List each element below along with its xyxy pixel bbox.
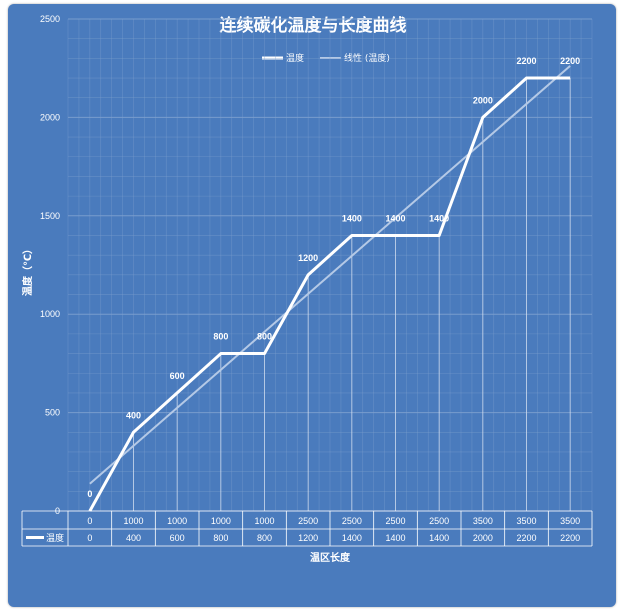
- x-tick-label: 2500: [298, 516, 318, 526]
- y-tick-label: 500: [45, 408, 60, 418]
- table-cell: 1400: [385, 533, 405, 543]
- chart-frame: 连续碳化温度与长度曲线 温度 线性 (温度) 0 500 1000 1500 2000 2…: [8, 4, 616, 607]
- grid: [67, 18, 593, 512]
- table-cell: 600: [170, 533, 185, 543]
- x-tick-label: 1000: [254, 516, 274, 526]
- data-label: 1400: [342, 213, 362, 223]
- series-layer: [88, 65, 571, 512]
- data-label: 2200: [560, 56, 580, 66]
- chart-title: 连续碳化温度与长度曲线: [220, 15, 407, 36]
- table-cell: 800: [213, 533, 228, 543]
- trendline: [89, 65, 571, 485]
- legend-label-trend: 线性 (温度): [344, 52, 390, 64]
- data-label: 600: [170, 371, 185, 381]
- data-label: 1200: [298, 253, 318, 263]
- x-tick-label: 1000: [211, 516, 231, 526]
- data-label: 400: [126, 410, 141, 420]
- data-label: 1400: [385, 213, 405, 223]
- data-label: 2000: [473, 95, 493, 105]
- y-tick-label: 2000: [40, 112, 60, 122]
- table-row-label: 温度: [46, 532, 64, 543]
- drop-lines: [133, 78, 571, 511]
- table-cell: 1400: [429, 533, 449, 543]
- x-tick-label: 2500: [385, 516, 405, 526]
- data-label: 1400: [429, 213, 449, 223]
- table-cell: 1400: [342, 533, 362, 543]
- table-cell: 2200: [516, 533, 536, 543]
- data-table: 0 1000 1000 1000 1000 2500 2500 2500 2500 3500 350…: [21, 510, 593, 547]
- table-cell: 400: [126, 533, 141, 543]
- x-tick-label: 2500: [429, 516, 449, 526]
- table-cell: 2000: [473, 533, 493, 543]
- data-label: 800: [213, 332, 228, 342]
- data-label: 0: [87, 489, 92, 499]
- y-axis-title: 温度（℃）: [21, 244, 34, 296]
- x-tick-label: 1000: [123, 516, 143, 526]
- x-tick-label: 1000: [167, 516, 187, 526]
- x-tick-label: 0: [87, 516, 92, 526]
- series-line-temperature: [88, 76, 571, 512]
- legend: 温度 线性 (温度): [262, 52, 390, 64]
- y-tick-label: 1000: [40, 309, 60, 319]
- y-tick-label: 1500: [40, 211, 60, 221]
- table-cell: 0: [87, 533, 92, 543]
- y-tick-label: 2500: [40, 14, 60, 24]
- table-cell: 2200: [560, 533, 580, 543]
- x-tick-label: 3500: [560, 516, 580, 526]
- chart-svg: 连续碳化温度与长度曲线 温度 线性 (温度) 0 500 1000 1500 2000 2…: [21, 14, 593, 564]
- x-tick-label: 3500: [473, 516, 493, 526]
- data-label: 2200: [516, 56, 536, 66]
- x-tick-label: 2500: [342, 516, 362, 526]
- x-axis-title: 温区长度: [310, 551, 351, 564]
- data-label: 800: [257, 332, 272, 342]
- table-cell: 800: [257, 533, 272, 543]
- legend-label-temperature: 温度: [286, 52, 304, 64]
- table-cell: 1200: [298, 533, 318, 543]
- data-labels: 0 400 600 800 800 1200 1400 1400 1400 2000 2200 220…: [87, 56, 580, 499]
- x-tick-label: 3500: [516, 516, 536, 526]
